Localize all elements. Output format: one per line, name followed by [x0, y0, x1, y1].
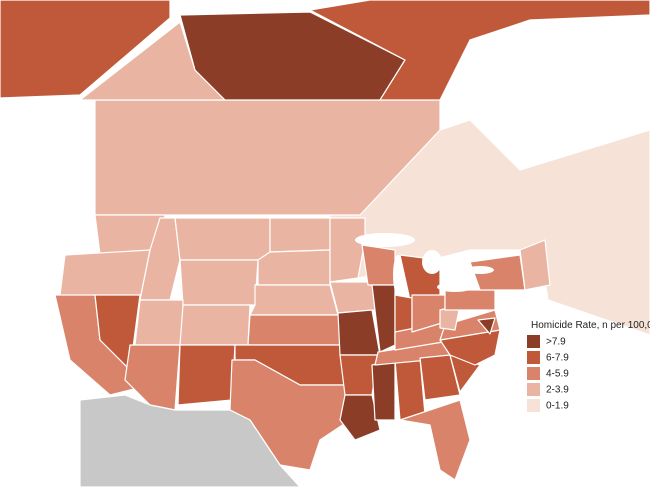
legend-label: 0-1.9: [546, 401, 569, 412]
legend-label: >7.9: [546, 337, 566, 348]
region: [394, 357, 426, 421]
region: [477, 317, 496, 335]
region: [247, 314, 341, 346]
region: [444, 289, 496, 311]
region: [371, 359, 396, 421]
legend-title: Homicide Rate, n per 100,00: [531, 320, 650, 331]
lake: [437, 282, 473, 292]
region: [439, 309, 501, 341]
region: [339, 394, 381, 441]
region: [419, 354, 461, 401]
region: [337, 309, 381, 356]
legend-label: 4-5.9: [546, 369, 569, 380]
legend-swatch: [527, 335, 540, 348]
region: [179, 259, 259, 306]
legend-label: 6-7.9: [546, 353, 569, 364]
region: [174, 217, 271, 261]
region: [519, 239, 551, 291]
ocean: [0, 140, 60, 320]
region: [309, 0, 650, 101]
region: [399, 399, 471, 481]
lake: [355, 233, 415, 247]
region: [179, 304, 251, 346]
region: [329, 217, 366, 283]
region: [269, 217, 331, 253]
legend-swatch: [527, 367, 540, 380]
legend: Homicide Rate, n per 100,00 >7.9 6-7.9 4-5…: [527, 320, 650, 412]
region: [0, 0, 171, 99]
region: [177, 344, 236, 406]
legend-swatch: [527, 383, 540, 396]
region: [134, 299, 184, 346]
region: [59, 249, 151, 301]
lake: [466, 266, 494, 274]
region: [79, 394, 301, 487]
region: [329, 281, 376, 314]
legend-swatch: [527, 399, 540, 412]
legend-swatch: [527, 351, 540, 364]
region: [249, 284, 339, 316]
region: [361, 244, 396, 286]
water: [440, 15, 650, 170]
legend-label: 2-3.9: [546, 385, 569, 396]
region: [257, 249, 331, 286]
lake: [393, 255, 403, 295]
lake: [422, 250, 442, 274]
